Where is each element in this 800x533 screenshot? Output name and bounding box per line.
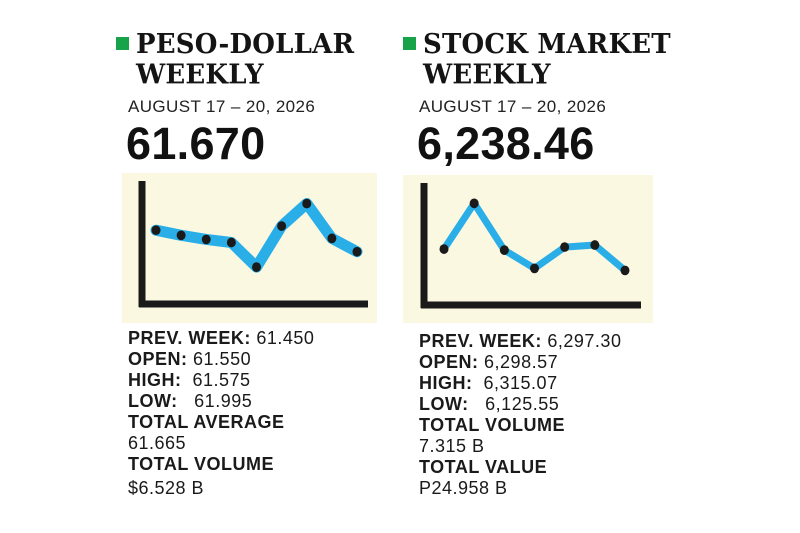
stat-high: HIGH: 61.575 [128, 370, 314, 391]
data-point [560, 242, 570, 252]
peso-dollar-stats: PREV. WEEK: 61.450 OPEN: 61.550 HIGH: 61… [128, 328, 314, 499]
data-point [439, 244, 449, 254]
stat-total-volume-label: TOTAL VOLUME [419, 415, 566, 435]
stat-value: 61.450 [256, 328, 315, 348]
stat-open: OPEN: 6,298.57 [419, 352, 621, 373]
stat-total-value-label: TOTAL VALUE [419, 457, 548, 477]
stat-low: LOW: 61.995 [128, 391, 314, 412]
stat-total-volume-value: 7.315 B [419, 436, 485, 456]
stock-market-date: AUGUST 17 – 20, 2026 [419, 97, 607, 116]
data-point [226, 237, 236, 248]
stat-label: OPEN: [128, 349, 188, 369]
stat-label: LOW: [128, 391, 178, 411]
peso-dollar-header: PESO-DOLLAR WEEKLY [116, 28, 355, 91]
green-square-bullet-icon [403, 37, 416, 50]
stat-value: 61.550 [193, 349, 252, 369]
data-point [530, 263, 539, 274]
data-point [499, 245, 509, 255]
stat-value: 6,297.30 [547, 331, 622, 351]
stat-total-volume-label: TOTAL VOLUME [128, 454, 275, 474]
stat-value: 61.575 [192, 370, 251, 390]
stock-market-panel: STOCK MARKET WEEKLY AUGUST 17 – 20, 2026… [400, 0, 800, 533]
stat-value: 6,298.57 [484, 352, 559, 372]
stat-open: OPEN: 61.550 [128, 349, 314, 370]
peso-dollar-title: PESO-DOLLAR WEEKLY [136, 28, 355, 91]
peso-dollar-panel: PESO-DOLLAR WEEKLY AUGUST 17 – 20, 2026 … [116, 28, 377, 499]
stat-value: 6,125.55 [485, 394, 560, 414]
data-point [176, 230, 186, 241]
stat-prev-week: PREV. WEEK: 61.450 [128, 328, 314, 349]
stock-market-stats: PREV. WEEK: 6,297.30 OPEN: 6,298.57 HIGH… [419, 331, 621, 499]
peso-dollar-chart [122, 173, 377, 323]
data-point [620, 265, 630, 276]
data-point [302, 198, 312, 209]
stat-total-average-value: 61.665 [128, 433, 187, 453]
data-point [151, 225, 161, 236]
stat-high: HIGH: 6,315.07 [419, 373, 621, 394]
stock-market-title: STOCK MARKET WEEKLY [423, 28, 671, 91]
data-point [201, 234, 211, 245]
stat-low: LOW: 6,125.55 [419, 394, 621, 415]
data-point [352, 246, 362, 257]
stat-label: HIGH: [128, 370, 182, 390]
peso-dollar-line-chart [122, 173, 377, 323]
data-point [590, 240, 600, 250]
peso-dollar-date: AUGUST 17 – 20, 2026 [128, 97, 316, 116]
green-square-bullet-icon [116, 37, 129, 50]
stat-total-volume-value: $6.528 B [128, 478, 205, 498]
stat-value: 6,315.07 [483, 373, 558, 393]
stat-total-value-value: P24.958 B [419, 478, 508, 498]
data-point [277, 221, 287, 231]
stat-label: LOW: [419, 394, 469, 414]
stock-market-value: 6,238.46 [417, 118, 595, 169]
data-point [327, 233, 337, 244]
data-point [252, 262, 261, 272]
stock-market-chart [403, 175, 653, 323]
stock-market-line-chart [403, 175, 653, 323]
stat-prev-week: PREV. WEEK: 6,297.30 [419, 331, 621, 352]
data-point [469, 198, 479, 209]
stat-total-average-label: TOTAL AVERAGE [128, 412, 285, 432]
stat-label: OPEN: [419, 352, 479, 372]
stat-label: HIGH: [419, 373, 473, 393]
peso-dollar-value: 61.670 [126, 118, 266, 169]
chart-background [122, 173, 377, 323]
stat-label: PREV. WEEK: [419, 331, 542, 351]
stock-market-header: STOCK MARKET WEEKLY [403, 28, 671, 91]
stat-label: PREV. WEEK: [128, 328, 251, 348]
stat-value: 61.995 [194, 391, 253, 411]
